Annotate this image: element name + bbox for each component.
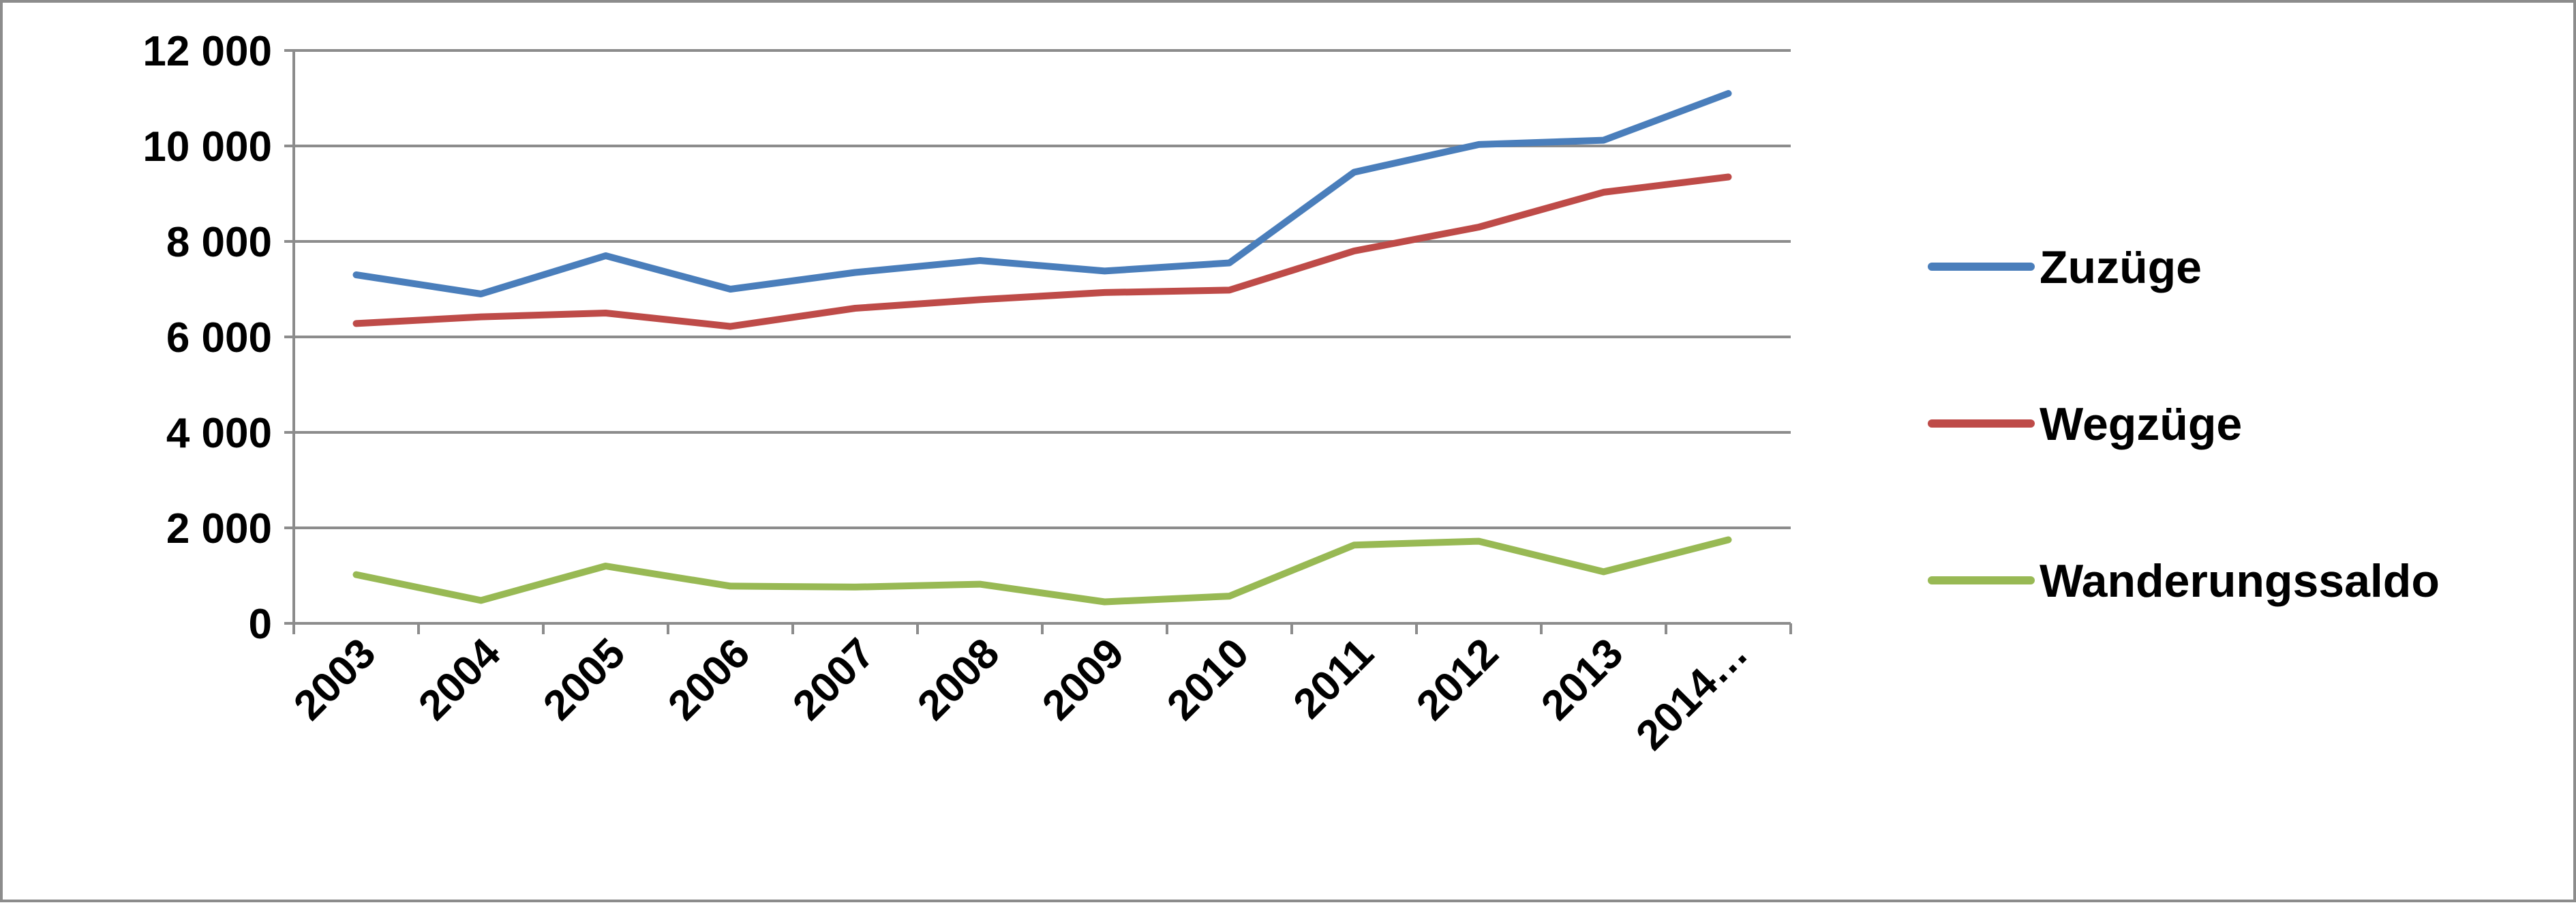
legend-label: Zuzüge [2040, 241, 2202, 293]
x-axis-tick-label: 2009 [1033, 629, 1133, 729]
y-axis-tick-label: 6 000 [166, 314, 272, 361]
y-axis-tick-label: 12 000 [142, 28, 272, 75]
x-axis-tick-label: 2004 [410, 629, 510, 730]
x-axis-tick-label: 2011 [1284, 629, 1382, 728]
y-axis-tick-label: 4 000 [166, 410, 272, 457]
x-axis-tick-label: 2012 [1408, 629, 1507, 729]
x-axis-tick-label: 2008 [909, 629, 1008, 729]
x-axis-tick-label: 2006 [659, 629, 759, 729]
legend-label: Wanderungssaldo [2040, 555, 2440, 607]
y-axis-tick-labels: 0 2 000 4 000 6 000 8 000 10 000 12 000 [142, 28, 272, 648]
axes [284, 49, 1792, 634]
y-axis-tick-label: 10 000 [142, 123, 272, 170]
legend: Zuzüge Wegzüge Wanderungssaldo [1928, 241, 2440, 607]
gridlines [294, 49, 1791, 529]
series-line-2 [352, 536, 1732, 606]
x-axis-tick-label: 2014… [1627, 629, 1757, 759]
x-axis-tick-label: 2005 [534, 629, 634, 729]
x-axis-tick-labels: 2003 2004 2005 2006 2007 2008 2009 2010 2011 2012… [285, 629, 1757, 760]
series-lines [352, 90, 1732, 606]
legend-label: Wegzüge [2040, 398, 2242, 450]
x-axis-tick-label: 2003 [285, 629, 384, 729]
x-axis-tick-label: 2010 [1158, 629, 1258, 729]
x-axis-tick-label: 2013 [1532, 629, 1632, 729]
y-axis-tick-label: 2 000 [166, 505, 272, 552]
series-line-0 [352, 90, 1732, 297]
x-axis-tick-label: 2007 [784, 629, 883, 729]
y-axis-tick-label: 0 [249, 601, 272, 648]
y-axis-tick-label: 8 000 [166, 219, 272, 266]
series-line-1 [352, 173, 1732, 330]
